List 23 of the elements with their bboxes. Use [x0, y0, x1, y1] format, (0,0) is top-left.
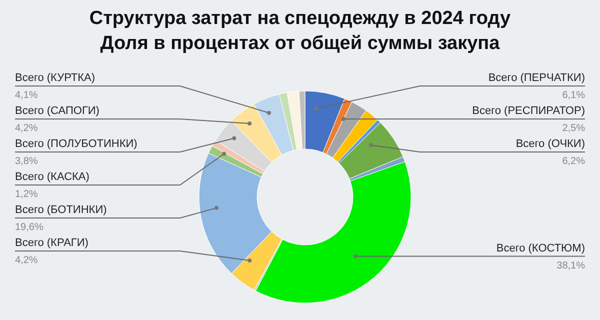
- slice-label: Всего (КРАГИ): [15, 237, 88, 249]
- data-label: 4,2%: [15, 255, 38, 266]
- data-label: 6,2%: [562, 156, 586, 167]
- slice-label: Всего (РЕСПИРАТОР): [472, 105, 585, 117]
- slice-label: Всего (КАСКА): [15, 171, 90, 183]
- data-label: 2,5%: [562, 123, 586, 134]
- data-label: 3,8%: [15, 156, 38, 167]
- slice-label: Всего (КУРТКА): [15, 72, 96, 84]
- slice-label: Всего (ПЕРЧАТКИ): [488, 72, 585, 84]
- data-label: 1,2%: [15, 189, 38, 200]
- slice-label: Всего (БОТИНКИ): [15, 204, 107, 216]
- donut-slice: [338, 122, 404, 180]
- slice-label: Всего (САПОГИ): [15, 105, 100, 117]
- chart-subtitle: Доля в процентах от общей суммы закупа: [99, 32, 501, 56]
- slice-label: Всего (ПОЛУБОТИНКИ): [15, 138, 138, 150]
- data-label: 4,2%: [15, 123, 38, 134]
- slice-label: Всего (КОСТЮМ): [496, 242, 585, 254]
- slice-label: Всего (ОЧКИ): [516, 138, 585, 150]
- chart-title: Структура затрат на спецодежду в 2024 году: [88, 7, 512, 31]
- data-label: 4,1%: [15, 90, 38, 101]
- data-label: 19,6%: [15, 222, 44, 233]
- data-label: 38,1%: [556, 260, 586, 272]
- data-label: 6,1%: [562, 90, 586, 101]
